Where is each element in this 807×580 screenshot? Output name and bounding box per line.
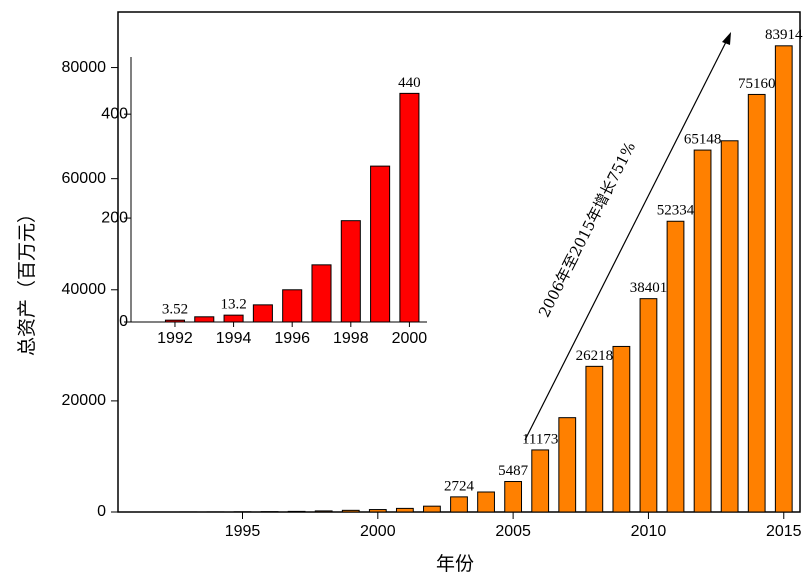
bar (252, 304, 273, 323)
bar (531, 449, 550, 513)
bar (395, 507, 414, 513)
bar (311, 264, 332, 323)
y-axis-title: 总资产（百万元） (16, 204, 38, 356)
x-tick-label: 2000 (392, 330, 428, 347)
y-tick-label: 80000 (62, 59, 107, 76)
bar (585, 365, 604, 513)
growth-arrow (524, 37, 729, 441)
bar (693, 149, 712, 513)
bar (341, 509, 360, 513)
x-tick-label: 2005 (495, 523, 531, 540)
data-label: 440 (398, 75, 421, 91)
bar (370, 165, 391, 323)
bar (747, 93, 766, 513)
y-tick-label: 400 (101, 105, 128, 122)
data-label: 52334 (657, 203, 695, 219)
data-label: 26218 (576, 348, 614, 364)
y-tick-label: 0 (97, 503, 106, 520)
data-label: 11173 (522, 431, 558, 447)
y-tick-label: 0 (119, 313, 128, 330)
bar (314, 510, 333, 513)
x-tick-label: 2000 (360, 523, 396, 540)
bar (612, 345, 631, 513)
y-tick-label: 200 (101, 209, 128, 226)
bar (477, 491, 495, 513)
bar (504, 481, 523, 513)
data-label: 83914 (765, 27, 803, 43)
annotation: 2006年至2015年增长751% (535, 139, 639, 320)
bar (287, 510, 306, 513)
bar (223, 314, 244, 323)
x-tick-label: 1992 (157, 330, 193, 347)
bar (368, 509, 387, 513)
bar (164, 319, 185, 323)
bar (558, 417, 577, 513)
x-tick-label: 2010 (631, 523, 667, 540)
x-tick-label: 2015 (766, 523, 802, 540)
data-label: 3.52 (162, 302, 188, 318)
bar (340, 220, 361, 323)
bar (720, 140, 739, 513)
arrow-head (722, 32, 731, 45)
bar (423, 505, 441, 513)
bar (666, 220, 685, 513)
bar (282, 289, 303, 323)
y-tick-label: 20000 (62, 392, 107, 409)
data-label: 38401 (630, 280, 668, 296)
bar (399, 92, 420, 323)
y-tick-label: 60000 (62, 170, 107, 187)
data-label: 5487 (498, 463, 529, 479)
x-tick-label: 1995 (225, 523, 261, 540)
x-axis-title: 年份 (436, 553, 474, 575)
x-tick-label: 1998 (333, 330, 369, 347)
data-label: 2724 (444, 478, 475, 494)
bar (774, 45, 793, 513)
bar (194, 316, 215, 323)
data-label: 75160 (738, 76, 776, 92)
x-tick-label: 1994 (216, 330, 252, 347)
bar (450, 496, 468, 513)
y-tick-label: 40000 (62, 281, 107, 298)
data-label: 65148 (684, 132, 722, 148)
data-label: 13.2 (220, 297, 246, 313)
x-tick-label: 1996 (274, 330, 310, 347)
bar (639, 298, 658, 513)
